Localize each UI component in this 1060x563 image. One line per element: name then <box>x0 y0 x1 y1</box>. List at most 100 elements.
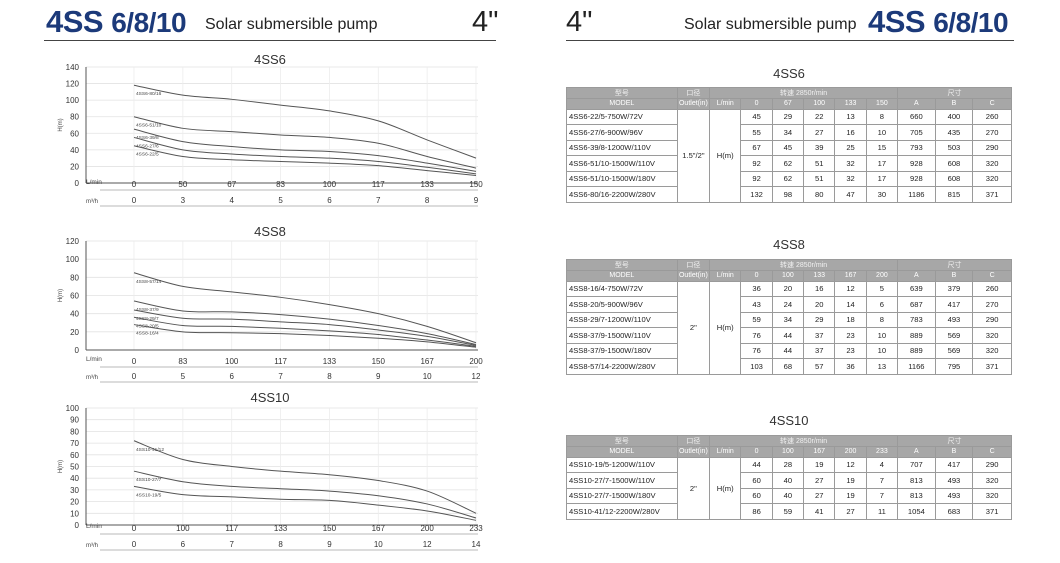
x-tick-label-m3h: 8 <box>425 196 430 205</box>
x-unit-m3h: m³/h <box>86 375 98 381</box>
col-header-flow: 0 <box>740 446 773 458</box>
x-tick-label-m3h: 10 <box>423 372 432 381</box>
table-row: 4SS8-29/7-1200W/110V 59 34 29 18 8 783 493 290 <box>566 311 1012 328</box>
table-title: 4SS6 <box>773 66 805 81</box>
col-header-dimension: A <box>897 98 936 110</box>
x-tick-label-m3h: 12 <box>423 540 432 549</box>
cell-head: 6 <box>865 296 899 313</box>
cell-dimension: 417 <box>934 456 974 473</box>
cell-head: 23 <box>834 342 867 359</box>
cell-head: 19 <box>834 472 867 489</box>
x-tick-label-lmin: 0 <box>132 180 137 189</box>
x-tick-label-lmin: 167 <box>420 357 434 366</box>
cell-head: 13 <box>865 358 899 375</box>
x-tick-label-m3h: 0 <box>132 540 137 549</box>
x-tick-label-m3h: 4 <box>229 196 234 205</box>
pump-curve <box>133 84 477 159</box>
cell-head: 37 <box>803 327 836 344</box>
cell-head: 51 <box>803 155 836 172</box>
cell-head: 92 <box>740 155 773 172</box>
cell-head: 34 <box>771 124 805 141</box>
cell-dimension: 1054 <box>897 503 936 520</box>
x-tick-label-lmin: 150 <box>469 180 483 189</box>
cell-model: 4SS6-22/5-750W/72V <box>566 108 678 125</box>
cell-head: 76 <box>740 327 773 344</box>
col-header-outlet-cn: 口径 <box>676 259 711 271</box>
cell-head: 10 <box>865 342 899 359</box>
col-header-size-cn: 尺寸 <box>897 87 1012 99</box>
table-row: 4SS8-16/4-750W/72V 2" H(m) 36 20 16 12 5 639 379 2… <box>566 280 1012 375</box>
x-tick-label-lmin: 50 <box>178 180 187 189</box>
cell-dimension: 320 <box>972 155 1012 172</box>
cell-model: 4SS8-37/9-1500W/180V <box>566 342 678 359</box>
cell-model: 4SS8-20/5-900W/96V <box>566 296 678 313</box>
cell-dimension: 928 <box>897 170 936 187</box>
col-header-flow: 100 <box>803 98 836 110</box>
cell-head: 43 <box>740 296 773 313</box>
cell-head: 8 <box>865 311 899 328</box>
cell-head: 62 <box>771 170 805 187</box>
cell-dimension: 783 <box>897 311 936 328</box>
y-tick-label: 50 <box>70 463 79 472</box>
cell-head: 68 <box>771 358 805 375</box>
table-header-row: MODEL Outlet(in) L/min 0 67 100 133 150 A B C <box>566 98 1012 110</box>
x-tick-label-lmin: 117 <box>372 180 385 189</box>
cell-head: 41 <box>803 503 836 520</box>
x-tick-label-m3h: 3 <box>181 196 186 205</box>
x-tick-label-lmin: 100 <box>323 180 337 189</box>
cell-head: 16 <box>834 124 867 141</box>
cell-dimension: 795 <box>934 358 974 375</box>
col-header-flow-unit: L/min <box>709 98 742 110</box>
y-axis-label: H(m) <box>58 118 64 131</box>
model-series-title: 4SS 6/8/10 <box>868 4 1009 39</box>
x-tick-label-lmin: 200 <box>420 524 434 533</box>
y-tick-label: 80 <box>70 273 79 282</box>
cell-dimension: 371 <box>972 503 1012 520</box>
cell-dimension: 270 <box>972 296 1012 313</box>
curve-label: 4SS10-41/12 <box>136 447 164 453</box>
cell-head: 29 <box>803 311 836 328</box>
cell-dimension: 889 <box>897 327 936 344</box>
cell-head: 22 <box>803 108 836 125</box>
cell-head: 19 <box>834 487 867 504</box>
cell-head: 17 <box>865 170 899 187</box>
col-header-flow: 133 <box>834 98 867 110</box>
y-tick-label: 60 <box>70 292 79 301</box>
x-tick-label-m3h: 8 <box>278 540 283 549</box>
col-header-dimension: C <box>972 270 1012 282</box>
cell-head: 7 <box>865 487 899 504</box>
cell-head: 17 <box>865 155 899 172</box>
curve-label: 4SS10-27/7 <box>136 477 162 483</box>
cell-model: 4SS10-19/5-1200W/110V <box>566 456 678 473</box>
y-tick-label: 120 <box>66 237 80 246</box>
cell-head: 92 <box>740 170 773 187</box>
col-header-flow: 150 <box>865 98 899 110</box>
cell-dimension: 639 <box>897 280 936 297</box>
table-row: 4SS6-39/8-1200W/110V 67 45 39 25 15 793 503 290 <box>566 139 1012 156</box>
model-series-title: 4SS 6/8/10 <box>46 4 187 39</box>
cell-model: 4SS6-51/10-1500W/110V <box>566 155 678 172</box>
cell-head: 132 <box>740 186 773 203</box>
pump-size: 4" <box>566 6 593 38</box>
col-header-flow: 100 <box>771 446 805 458</box>
x-tick-label-m3h: 10 <box>374 540 383 549</box>
table-title: 4SS8 <box>773 237 805 252</box>
cell-outlet: 2" <box>676 280 711 375</box>
cell-dimension: 270 <box>972 124 1012 141</box>
table-title: 4SS10 <box>769 413 809 428</box>
x-tick-label-m3h: 6 <box>327 196 332 205</box>
col-header-flow: 233 <box>865 446 899 458</box>
cell-head: 59 <box>740 311 773 328</box>
x-tick-label-m3h: 0 <box>132 372 137 381</box>
cell-model: 4SS6-80/16-2200W/280V <box>566 186 678 203</box>
cell-dimension: 417 <box>934 296 974 313</box>
cell-dimension: 435 <box>934 124 974 141</box>
curve-label: 4SS8-16/4 <box>136 331 159 337</box>
cell-head: 25 <box>834 139 867 156</box>
cell-model: 4SS6-39/8-1200W/110V <box>566 139 678 156</box>
cell-head: 62 <box>771 155 805 172</box>
cell-head: 20 <box>771 280 805 297</box>
header-left: 4SS 6/8/10 Solar submersible pump 4" <box>4 2 500 42</box>
cell-head: 51 <box>803 170 836 187</box>
x-unit-m3h: m³/h <box>86 199 98 205</box>
